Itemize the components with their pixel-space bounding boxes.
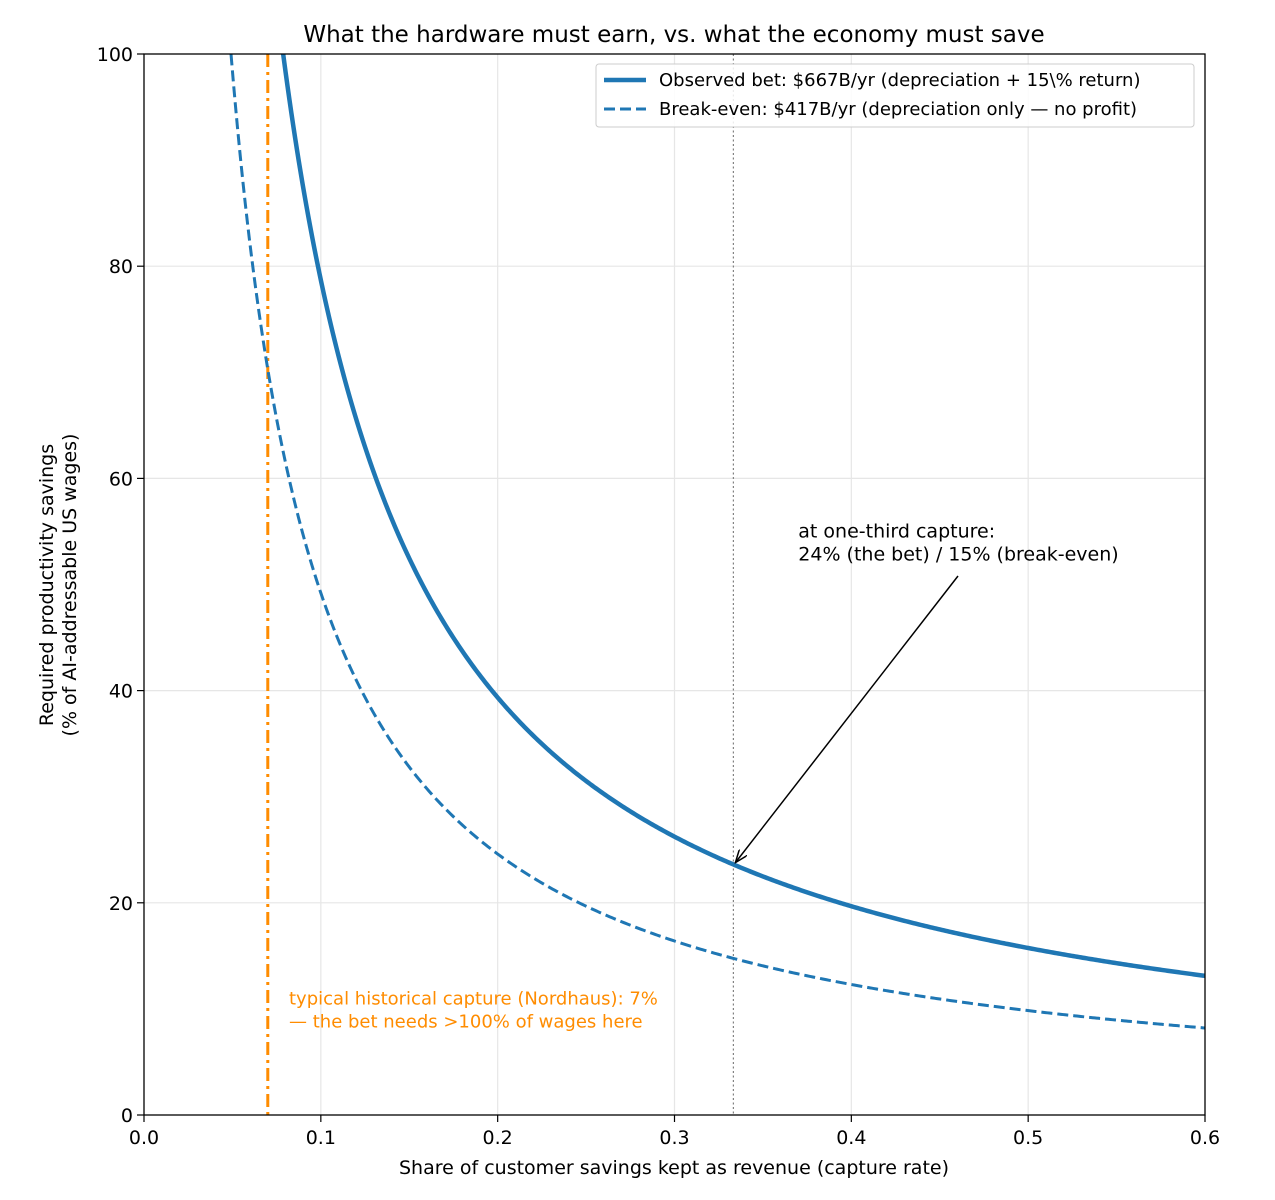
annotation-one-third-line1: at one-third capture:	[798, 521, 995, 543]
y-tick-label: 0	[121, 1105, 133, 1127]
x-tick-label: 0.1	[306, 1127, 336, 1149]
x-tick-label: 0.2	[483, 1127, 513, 1149]
annotation-one-third-line2: 24% (the bet) / 15% (break-even)	[798, 544, 1118, 566]
legend-label-breakeven: Break-even: $417B/yr (depreciation only …	[659, 99, 1137, 120]
y-axis-label: Required productivity savings (% of AI-a…	[36, 434, 81, 737]
y-tick-label: 20	[109, 893, 133, 915]
x-tick-label: 0.3	[659, 1127, 689, 1149]
y-tick-label: 60	[109, 468, 133, 490]
legend-box	[595, 63, 1195, 128]
axis-ticks: 0.0 0.1 0.2 0.3 0.4 0.5 0.6 0 20 40 60 80 100	[97, 44, 1220, 1149]
legend: Observed bet: $667B/yr (depreciation + 1…	[595, 63, 1195, 128]
legend-label-observed: Observed bet: $667B/yr (depreciation + 1…	[659, 70, 1140, 91]
annotation-nordhaus-line1: typical historical capture (Nordhaus): 7…	[289, 989, 658, 1010]
x-tick-label: 0.5	[1013, 1127, 1043, 1149]
series-line-observed-bet	[280, 54, 1205, 979]
y-tick-label: 80	[109, 256, 133, 278]
annotation-arrow	[735, 575, 959, 863]
y-tick-label: 100	[97, 44, 133, 66]
x-tick-label: 0.0	[129, 1127, 159, 1149]
series-layer	[229, 54, 1205, 1030]
series-line-break-even	[229, 54, 1205, 1030]
x-axis-label: Share of customer savings kept as revenu…	[399, 1157, 949, 1179]
x-tick-label: 0.6	[1190, 1127, 1220, 1149]
chart-title: What the hardware must earn, vs. what th…	[303, 22, 1044, 48]
reference-lines	[266, 54, 734, 1115]
y-axis-label-line1: Required productivity savings	[36, 444, 58, 726]
annotations: at one-third capture: 24% (the bet) / 15…	[289, 521, 1119, 1033]
y-axis-label-line2: (% of AI-addressable US wages)	[59, 434, 81, 737]
x-tick-label: 0.4	[836, 1127, 866, 1149]
grid	[144, 54, 1205, 1115]
annotation-nordhaus-line2: — the bet needs >100% of wages here	[289, 1012, 643, 1033]
y-tick-label: 40	[109, 681, 133, 703]
